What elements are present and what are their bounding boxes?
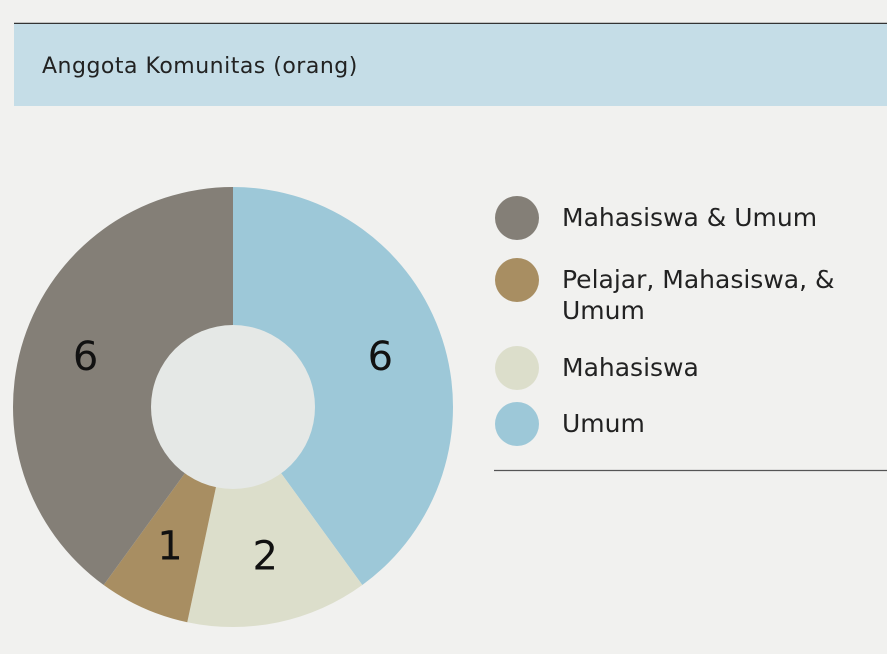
- chart-title: Anggota Komunitas (orang): [42, 54, 358, 79]
- legend-swatch: [495, 346, 539, 390]
- legend-swatch: [495, 258, 539, 302]
- legend-label: Pelajar, Mahasiswa, & Umum: [562, 265, 835, 325]
- legend-swatch: [495, 196, 539, 240]
- data-label: 2: [252, 534, 277, 580]
- data-label: 6: [368, 334, 393, 380]
- legend-label: Umum: [562, 409, 645, 438]
- donut-hole: [151, 325, 315, 489]
- legend-swatch: [495, 402, 539, 446]
- legend-label: Mahasiswa & Umum: [562, 203, 818, 232]
- donut-slice: [12, 187, 233, 585]
- donut-slice: [233, 187, 453, 585]
- header-band: [14, 24, 887, 106]
- data-label: 1: [157, 524, 182, 570]
- legend-label: Mahasiswa: [562, 353, 699, 382]
- data-label: 6: [73, 334, 98, 380]
